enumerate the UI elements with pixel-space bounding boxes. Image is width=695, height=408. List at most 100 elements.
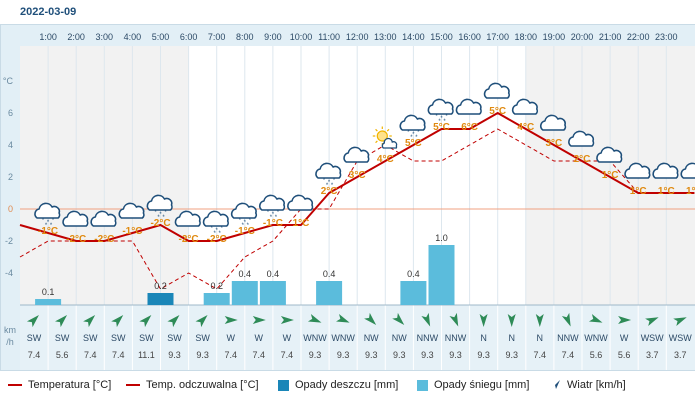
wind-arrow-icon xyxy=(535,314,544,327)
arrow-shape xyxy=(252,316,266,324)
feels-like-line xyxy=(19,128,695,290)
hour-label: 5:00 xyxy=(152,32,170,42)
wind-arrow-icon xyxy=(449,312,459,327)
wind-arrow-icon xyxy=(252,316,266,324)
wind-direction: WSW xyxy=(641,333,664,343)
wind-speed: 7.4 xyxy=(84,350,97,360)
y-tick-label: 2 xyxy=(8,172,13,182)
temp-label: 3°C xyxy=(546,138,563,149)
temp-label: 6°C xyxy=(461,122,478,133)
legend-line-feels xyxy=(126,384,140,386)
snowflake: * xyxy=(45,223,48,229)
hour-label: 22:00 xyxy=(627,32,650,42)
precip-bar xyxy=(400,281,427,305)
legend-label: Opady śniegu [mm] xyxy=(434,379,530,391)
arrow-shape xyxy=(111,315,124,328)
cloud-shape xyxy=(624,162,651,179)
snowflake: * xyxy=(244,220,247,226)
cloud-icon xyxy=(343,146,370,163)
cloud-icon xyxy=(652,162,679,179)
legend-line-solid xyxy=(8,384,22,386)
temp-label: 3°C xyxy=(349,170,366,181)
sun-ray xyxy=(375,140,378,144)
sun-cloud-icon xyxy=(372,126,398,149)
snowflake: * xyxy=(164,210,167,216)
arrow-shape xyxy=(83,315,96,328)
y-tick-label: 0 xyxy=(8,204,13,214)
wind-direction: SW xyxy=(55,333,70,343)
temp-label: -2°C xyxy=(150,218,170,229)
hour-label: 19:00 xyxy=(543,32,566,42)
wind-speed: 5.6 xyxy=(618,350,631,360)
wind-unit-label: /h xyxy=(6,337,14,347)
y-tick-label: -4 xyxy=(5,268,13,278)
snow-cloud-icon: * * ** * xyxy=(34,202,61,229)
precip-label: 1.0 xyxy=(435,233,448,243)
snowflake: * xyxy=(50,223,53,229)
cloud-shape xyxy=(146,194,173,211)
wind-arrow-icon xyxy=(392,312,405,325)
wind-direction: NW xyxy=(392,333,407,343)
snowflake: * xyxy=(326,183,329,189)
arrow-shape xyxy=(280,316,294,324)
wind-arrow-icon xyxy=(618,316,632,324)
wind-direction: NNW xyxy=(445,333,467,343)
cloud-shape xyxy=(568,130,595,147)
wind-arrow-icon xyxy=(673,317,687,327)
precip-bar xyxy=(231,281,258,305)
temp-unit-label: °C xyxy=(3,76,14,86)
hour-label: 13:00 xyxy=(374,32,397,42)
wind-speed: 9.3 xyxy=(168,350,181,360)
wind-direction: N xyxy=(537,333,544,343)
hour-label: 6:00 xyxy=(180,32,198,42)
snowflake: * xyxy=(445,114,448,120)
cloud-icon xyxy=(624,162,651,179)
hour-label: 14:00 xyxy=(402,32,425,42)
cloud-shape xyxy=(381,137,398,149)
wind-speed: 7.4 xyxy=(253,350,266,360)
wind-speed: 9.3 xyxy=(393,350,406,360)
wind-direction: W xyxy=(620,333,629,343)
wind-row: SW 7.4 SW 5.6 SW 7.4 SW 7.4 SW 11.1 SW 9.3 SW 9.3 W 7.4… xyxy=(27,312,692,360)
legend-rain-box xyxy=(278,379,289,391)
snowflake: * xyxy=(157,215,160,221)
wind-direction: SW xyxy=(111,333,126,343)
snow-cloud-icon: * * ** * xyxy=(427,98,454,125)
wind-direction: SW xyxy=(195,333,210,343)
temp-label: 5°C xyxy=(489,106,506,117)
wind-speed: 7.4 xyxy=(112,350,125,360)
snow-cloud-icon: * * ** * xyxy=(399,114,426,141)
cloud-icon xyxy=(511,98,539,115)
snowflake: * xyxy=(331,183,334,189)
wind-speed: 9.3 xyxy=(505,350,518,360)
legend-label: Opady deszczu [mm] xyxy=(295,379,399,391)
hour-label: 16:00 xyxy=(458,32,481,42)
temp-label: 1°C xyxy=(686,186,695,197)
wind-arrow-icon xyxy=(588,314,603,323)
hour-label: 1:00 xyxy=(39,32,57,42)
arrow-shape xyxy=(673,317,687,327)
wind-arrow-icon xyxy=(195,315,208,328)
arrow-shape xyxy=(195,315,208,328)
temp-label: 2°C xyxy=(321,186,338,197)
wind-speed: 5.6 xyxy=(590,350,603,360)
cloud-icon xyxy=(62,210,89,227)
wind-arrow-icon xyxy=(645,317,659,327)
snowflake: * xyxy=(275,215,278,221)
snowflake: * xyxy=(47,220,50,226)
temp-label: 5°C xyxy=(405,138,422,149)
hour-label: 7:00 xyxy=(208,32,226,42)
arrow-shape xyxy=(392,312,405,325)
wind-direction: WNW xyxy=(303,333,327,343)
snowflake: * xyxy=(154,210,157,216)
snowflake: * xyxy=(407,130,410,136)
wind-direction: SW xyxy=(27,333,42,343)
wind-arrow-icon xyxy=(507,314,516,327)
arrow-shape xyxy=(561,312,571,327)
y-tick-label: 4 xyxy=(8,140,13,150)
arrow-shape xyxy=(645,317,659,327)
temp-label: -2°C xyxy=(207,234,227,245)
arrow-shape xyxy=(507,314,516,327)
cloud-icon xyxy=(174,210,201,227)
legend-label: Temp. odczuwalna [°C] xyxy=(146,379,259,391)
